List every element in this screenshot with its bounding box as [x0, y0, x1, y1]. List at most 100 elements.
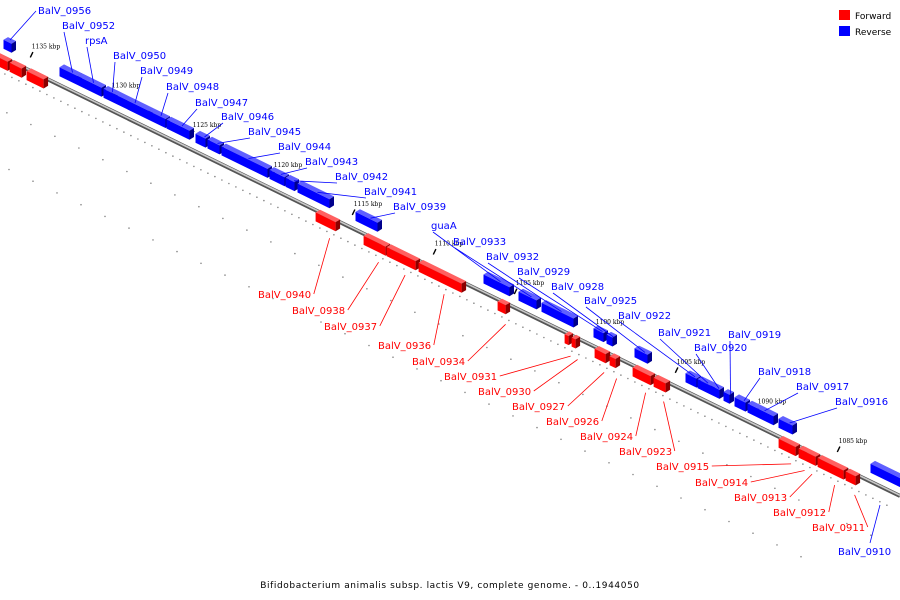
gene-side-face	[536, 297, 541, 310]
middle-dot	[390, 299, 392, 302]
upper-dot	[396, 264, 398, 267]
upper-dot	[130, 134, 132, 137]
upper-dot	[823, 473, 825, 476]
gene-top-face	[817, 455, 849, 471]
gene-top-face	[166, 116, 194, 131]
middle-dot	[246, 229, 248, 231]
gene-label-forward: BalV_0912	[773, 508, 826, 519]
gene-side-face	[665, 380, 671, 393]
upper-dot	[613, 370, 615, 373]
gene-side-face	[335, 219, 341, 232]
scale-ticks: 1135 kbp 1130 kbp 1125 kbp 1120 kbp 1115 kbp…	[29, 44, 867, 453]
gene-top-face	[845, 468, 861, 477]
upper-dot	[711, 418, 713, 421]
upper-dot	[228, 182, 230, 185]
reverse-gene	[3, 37, 16, 53]
label-leader-line	[729, 340, 731, 395]
forward-gene	[594, 346, 611, 364]
lower-dot	[224, 274, 226, 276]
gene-label-reverse: BalV_0939	[393, 202, 446, 213]
gene-label-forward: BalV_0924	[580, 432, 633, 443]
gene-top-face	[564, 331, 574, 337]
upper-dot	[361, 247, 363, 250]
lower-dot	[176, 250, 178, 253]
gene-top-face	[778, 436, 801, 448]
label-leader-line	[63, 31, 73, 73]
middle-dot	[54, 135, 56, 138]
upper-dot	[403, 268, 405, 270]
gene-front-face	[103, 88, 114, 103]
upper-dot	[886, 504, 888, 507]
scale-tick-label: 1120 kbp	[274, 162, 303, 169]
upper-dot	[333, 234, 335, 236]
forward-gene	[363, 233, 391, 256]
gene-label-reverse: BalV_0918	[758, 367, 811, 378]
middle-dot	[102, 158, 104, 161]
upper-dot	[522, 326, 524, 329]
gene-front-face	[653, 377, 666, 393]
gene-label-forward: BalV_0923	[619, 447, 672, 458]
gene-label-forward: BalV_0930	[478, 387, 531, 398]
gene-side-face	[573, 315, 578, 328]
gene-top-face	[195, 130, 210, 139]
middle-dot	[870, 534, 872, 536]
scale-tick-mark	[513, 288, 518, 295]
forward-gene	[497, 298, 511, 315]
upper-dot	[704, 415, 706, 418]
upper-dot	[305, 220, 307, 222]
upper-dot	[277, 206, 279, 209]
upper-dot	[291, 213, 293, 216]
gene-side-face	[377, 219, 382, 232]
scale-tick-mark	[351, 209, 356, 216]
gene-label-reverse: BalV_0916	[835, 397, 888, 408]
forward-gene	[817, 455, 849, 480]
middle-dot	[126, 170, 128, 173]
upper-dot	[585, 357, 587, 359]
gene-front-face	[113, 93, 149, 120]
lower-dot	[632, 473, 634, 476]
gene-top-face	[734, 394, 750, 403]
lower-dot	[128, 227, 130, 229]
upper-dot	[431, 281, 433, 284]
reverse-gene	[870, 460, 900, 488]
label-leader-line	[181, 108, 198, 127]
middle-dot	[702, 452, 704, 454]
gene-front-face	[269, 169, 285, 187]
gene-front-face	[606, 334, 613, 347]
middle-dot	[318, 264, 320, 267]
gene-front-face	[355, 211, 378, 232]
gene-front-face	[870, 463, 900, 488]
upper-dot	[298, 216, 300, 219]
lower-dot	[152, 239, 154, 241]
reverse-gene	[166, 116, 194, 140]
upper-dot	[676, 401, 678, 404]
lower-dot	[296, 309, 298, 312]
upper-dot	[452, 292, 454, 294]
label-leader-line	[854, 494, 869, 528]
upper-dot	[116, 127, 118, 130]
gene-top-face	[386, 244, 421, 262]
forward-gene	[386, 244, 421, 271]
upper-dot	[732, 429, 734, 431]
gene-top-face	[355, 209, 382, 223]
legend-reverse-swatch	[839, 26, 850, 36]
upper-dot	[592, 360, 594, 363]
lower-dot	[800, 555, 802, 558]
lower-dot	[416, 368, 418, 370]
lower-dot	[680, 497, 682, 499]
gene-front-face	[483, 274, 510, 297]
scale-tick-mark	[29, 51, 34, 58]
gene-top-face	[285, 174, 299, 183]
gene-label-reverse: guaA	[431, 221, 457, 232]
middle-dot	[78, 147, 80, 149]
upper-dot	[256, 196, 258, 198]
scale-tick-label: 1125 kbp	[193, 122, 222, 129]
upper-dot	[683, 405, 685, 407]
gene-label-reverse: BalV_0925	[584, 296, 637, 307]
upper-dot	[326, 230, 328, 233]
label-leader-line	[635, 392, 646, 437]
gene-front-face	[386, 247, 416, 271]
gene-front-face	[207, 139, 220, 155]
gene-top-face	[269, 167, 289, 178]
upper-dot	[858, 490, 860, 493]
